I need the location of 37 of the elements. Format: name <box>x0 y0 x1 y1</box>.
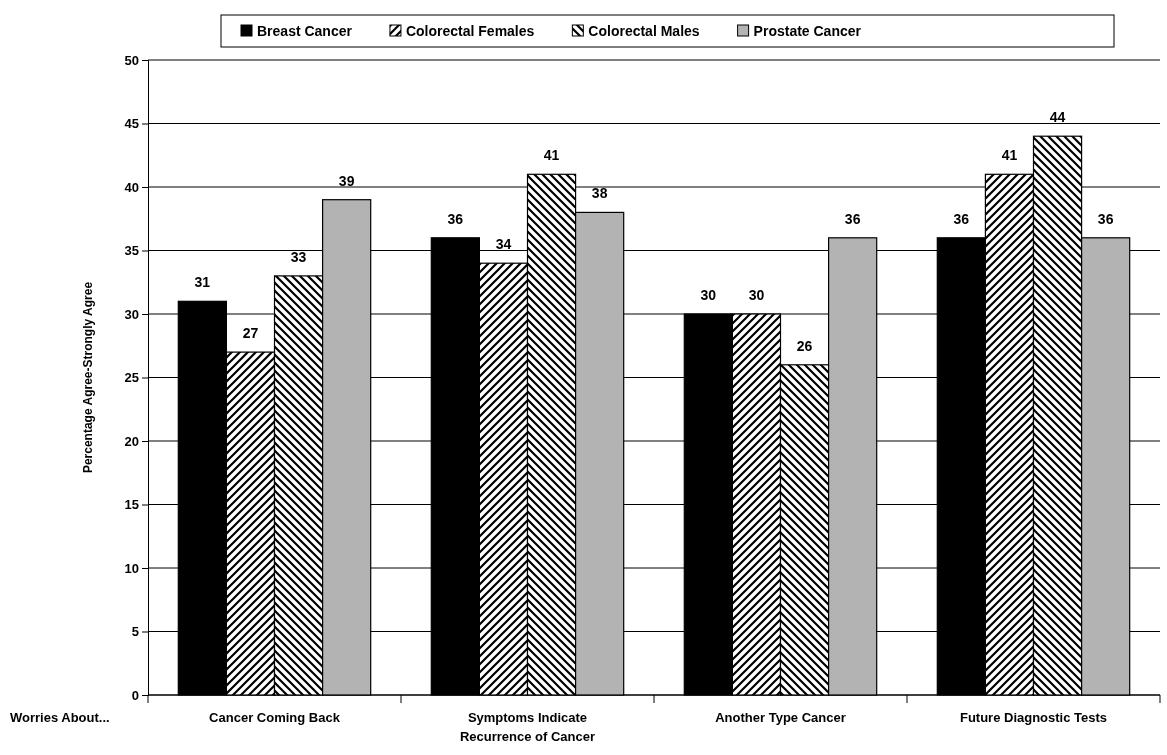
y-tick-label: 40 <box>124 179 139 195</box>
data-label: 34 <box>495 236 512 253</box>
y-axis-title: Percentage Agree-Strongly Agree <box>81 281 95 474</box>
data-label: 38 <box>591 185 608 202</box>
y-tick-label: 35 <box>124 243 139 259</box>
data-label: 36 <box>953 210 970 227</box>
y-tick-label: 45 <box>124 116 139 132</box>
legend-label: Breast Cancer <box>257 23 353 39</box>
data-label: 36 <box>844 210 861 227</box>
x-axis-title: Worries About... <box>10 710 110 725</box>
data-label: 26 <box>796 337 813 354</box>
legend-label: Prostate Cancer <box>753 23 862 39</box>
x-tick-label: Another Type Cancer <box>715 710 846 725</box>
x-tick-label: Future Diagnostic Tests <box>959 710 1108 725</box>
data-label: 36 <box>447 210 464 227</box>
x-tick-label: Symptoms Indicate Recurrence of Cancer <box>459 710 596 744</box>
data-label: 39 <box>338 172 355 189</box>
data-label: 36 <box>1097 210 1114 227</box>
y-tick-label: 5 <box>131 624 139 640</box>
y-tick-label: 50 <box>124 52 139 68</box>
y-tick-label: 15 <box>124 497 139 513</box>
legend-label: Colorectal Males <box>588 23 700 39</box>
y-tick-label: 30 <box>124 306 139 322</box>
data-label: 44 <box>1049 109 1066 126</box>
y-tick-label: 10 <box>124 560 139 576</box>
data-label: 30 <box>700 287 717 303</box>
data-label: 33 <box>290 248 307 265</box>
data-label: 30 <box>748 287 765 303</box>
x-tick-label: Cancer Coming Back <box>209 710 341 725</box>
y-tick-label: 0 <box>131 687 139 703</box>
y-tick-label: 25 <box>124 370 139 386</box>
legend-label: Colorectal Females <box>405 23 535 39</box>
data-label: 41 <box>543 147 560 164</box>
y-tick-label: 20 <box>124 433 139 449</box>
data-label: 27 <box>242 325 259 342</box>
data-label: 41 <box>1001 147 1018 164</box>
data-label: 31 <box>194 274 211 291</box>
